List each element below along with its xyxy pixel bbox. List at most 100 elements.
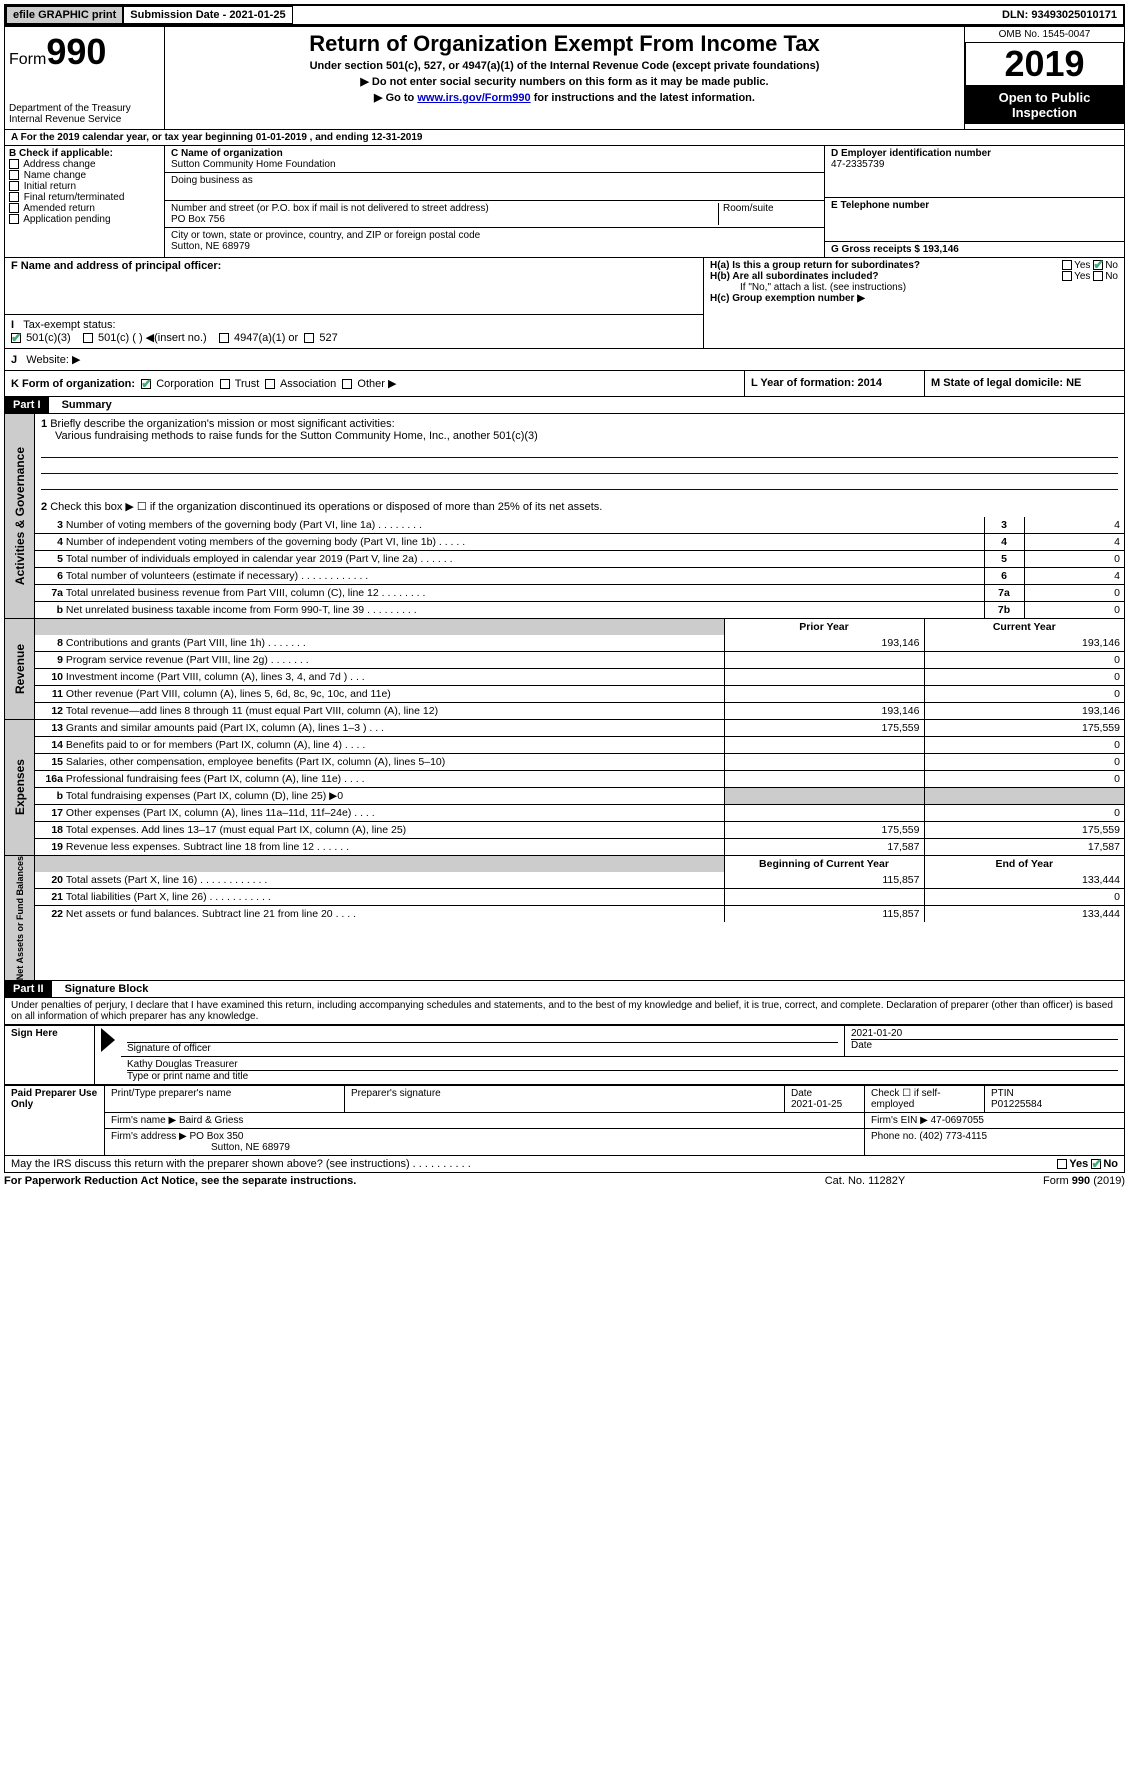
line-12-prior: 193,146: [724, 703, 924, 720]
prior-year-header: Prior Year: [724, 619, 924, 635]
527-checkbox[interactable]: [304, 333, 314, 343]
discuss-no-checkbox[interactable]: [1091, 1159, 1101, 1169]
corp-checkbox[interactable]: [141, 379, 151, 389]
paid-preparer-label: Paid Preparer Use Only: [11, 1088, 97, 1110]
side-net-assets: Net Assets or Fund Balances: [15, 856, 25, 980]
final-return-label: Final return/terminated: [24, 192, 125, 203]
state-domicile: M State of legal domicile: NE: [931, 377, 1081, 389]
sign-here-label: Sign Here: [11, 1028, 58, 1039]
assoc-label: Association: [280, 378, 336, 390]
hb-yes-checkbox[interactable]: [1062, 271, 1072, 281]
line-15-current: 0: [924, 754, 1124, 771]
self-employed-check: Check ☐ if self-employed: [865, 1086, 985, 1113]
part2-header: Part II: [5, 981, 52, 997]
cat-no: Cat. No. 11282Y: [765, 1175, 965, 1187]
line-22-prior: 115,857: [724, 906, 924, 923]
line-14-desc: 14 Benefits paid to or for members (Part…: [35, 737, 724, 754]
application-pending-checkbox[interactable]: [9, 214, 19, 224]
ha-no-checkbox[interactable]: [1093, 260, 1103, 270]
amended-return-label: Amended return: [23, 203, 95, 214]
q1-label: Briefly describe the organization's miss…: [50, 418, 394, 430]
address-change-checkbox[interactable]: [9, 159, 19, 169]
line-16a-current: 0: [924, 771, 1124, 788]
date-label: Date: [851, 1040, 872, 1051]
perjury-text: Under penalties of perjury, I declare th…: [4, 998, 1125, 1025]
hb-yes-label: Yes: [1074, 271, 1090, 282]
form990-link[interactable]: www.irs.gov/Form990: [417, 92, 530, 104]
line-3-num: 3: [984, 517, 1024, 534]
top-bar: efile GRAPHIC print Submission Date - 20…: [4, 4, 1125, 26]
final-return-checkbox[interactable]: [9, 192, 19, 202]
line-8-desc: 8 Contributions and grants (Part VIII, l…: [35, 635, 724, 652]
ptin-value: P01225584: [991, 1099, 1042, 1110]
mission-text: Various fundraising methods to raise fun…: [41, 430, 538, 442]
open-public-badge: Open to Public Inspection: [965, 86, 1124, 124]
line-7b-val: 0: [1024, 602, 1124, 619]
initial-return-label: Initial return: [24, 181, 76, 192]
ptin-label: PTIN: [991, 1088, 1014, 1099]
discuss-no-label: No: [1103, 1158, 1118, 1170]
501c3-label: 501(c)(3): [26, 332, 71, 344]
line-13-prior: 175,559: [724, 720, 924, 737]
section-c-label: C Name of organization: [171, 148, 818, 159]
form-label: Form: [9, 51, 46, 68]
irs-label: Internal Revenue Service: [9, 114, 160, 125]
4947-checkbox[interactable]: [219, 333, 229, 343]
dept-treasury: Department of the Treasury: [9, 103, 160, 114]
line-7a-desc: 7a Total unrelated business revenue from…: [35, 585, 984, 602]
line-11-current: 0: [924, 686, 1124, 703]
dba-label: Doing business as: [171, 175, 253, 186]
ha-yes-checkbox[interactable]: [1062, 260, 1072, 270]
goto-prefix: ▶ Go to: [374, 92, 417, 104]
org-name: Sutton Community Home Foundation: [171, 159, 818, 170]
goto-suffix: for instructions and the latest informat…: [531, 92, 755, 104]
assoc-checkbox[interactable]: [265, 379, 275, 389]
hb-note: If "No," attach a list. (see instruction…: [710, 282, 1118, 293]
trust-checkbox[interactable]: [220, 379, 230, 389]
signature-table: Sign Here Signature of officer 2021-01-2…: [4, 1025, 1125, 1085]
city-value: Sutton, NE 68979: [171, 241, 818, 252]
efile-print-button[interactable]: efile GRAPHIC print: [6, 6, 123, 24]
initial-return-checkbox[interactable]: [9, 181, 19, 191]
section-abcdefgh: B Check if applicable: Address change Na…: [4, 146, 1125, 258]
line-14-current: 0: [924, 737, 1124, 754]
trust-label: Trust: [235, 378, 260, 390]
501c3-checkbox[interactable]: [11, 333, 21, 343]
other-checkbox[interactable]: [342, 379, 352, 389]
line-6-desc: 6 Total number of volunteers (estimate i…: [35, 568, 984, 585]
prep-date-label: Date: [791, 1088, 812, 1099]
section-b-label: B Check if applicable:: [9, 148, 160, 159]
line-10-prior: [724, 669, 924, 686]
ha-no-label: No: [1105, 260, 1118, 271]
line-13-desc: 13 Grants and similar amounts paid (Part…: [35, 720, 724, 737]
line-5-val: 0: [1024, 551, 1124, 568]
line-19-prior: 17,587: [724, 839, 924, 856]
501c-checkbox[interactable]: [83, 333, 93, 343]
discuss-yes-checkbox[interactable]: [1057, 1159, 1067, 1169]
firm-addr1: PO Box 350: [190, 1131, 244, 1142]
hb-no-checkbox[interactable]: [1093, 271, 1103, 281]
line-18-desc: 18 Total expenses. Add lines 13–17 (must…: [35, 822, 724, 839]
street-value: PO Box 756: [171, 214, 718, 225]
line-8-current: 193,146: [924, 635, 1124, 652]
line-12-desc: 12 Total revenue—add lines 8 through 11 …: [35, 703, 724, 720]
name-change-checkbox[interactable]: [9, 170, 19, 180]
section-fh: F Name and address of principal officer:…: [4, 258, 1125, 349]
form-title: Return of Organization Exempt From Incom…: [169, 31, 960, 57]
ein-value: 47-2335739: [831, 159, 1118, 170]
q2-label: Check this box ▶ ☐ if the organization d…: [50, 501, 602, 513]
part1-header: Part I: [5, 397, 49, 413]
preparer-name-label: Print/Type preparer's name: [105, 1086, 345, 1113]
4947-label: 4947(a)(1) or: [234, 332, 298, 344]
amended-return-checkbox[interactable]: [9, 203, 19, 213]
line-4-desc: 4 Number of independent voting members o…: [35, 534, 984, 551]
line-4-val: 4: [1024, 534, 1124, 551]
form-footer: Form 990 (2019): [965, 1175, 1125, 1187]
line-17-prior: [724, 805, 924, 822]
line-21-desc: 21 Total liabilities (Part X, line 26) .…: [35, 889, 724, 906]
phone-label: Phone no.: [871, 1131, 917, 1142]
form-header: Form990 Department of the Treasury Inter…: [4, 26, 1125, 130]
line-12-current: 193,146: [924, 703, 1124, 720]
other-label: Other ▶: [357, 378, 396, 390]
line-16a-prior: [724, 771, 924, 788]
